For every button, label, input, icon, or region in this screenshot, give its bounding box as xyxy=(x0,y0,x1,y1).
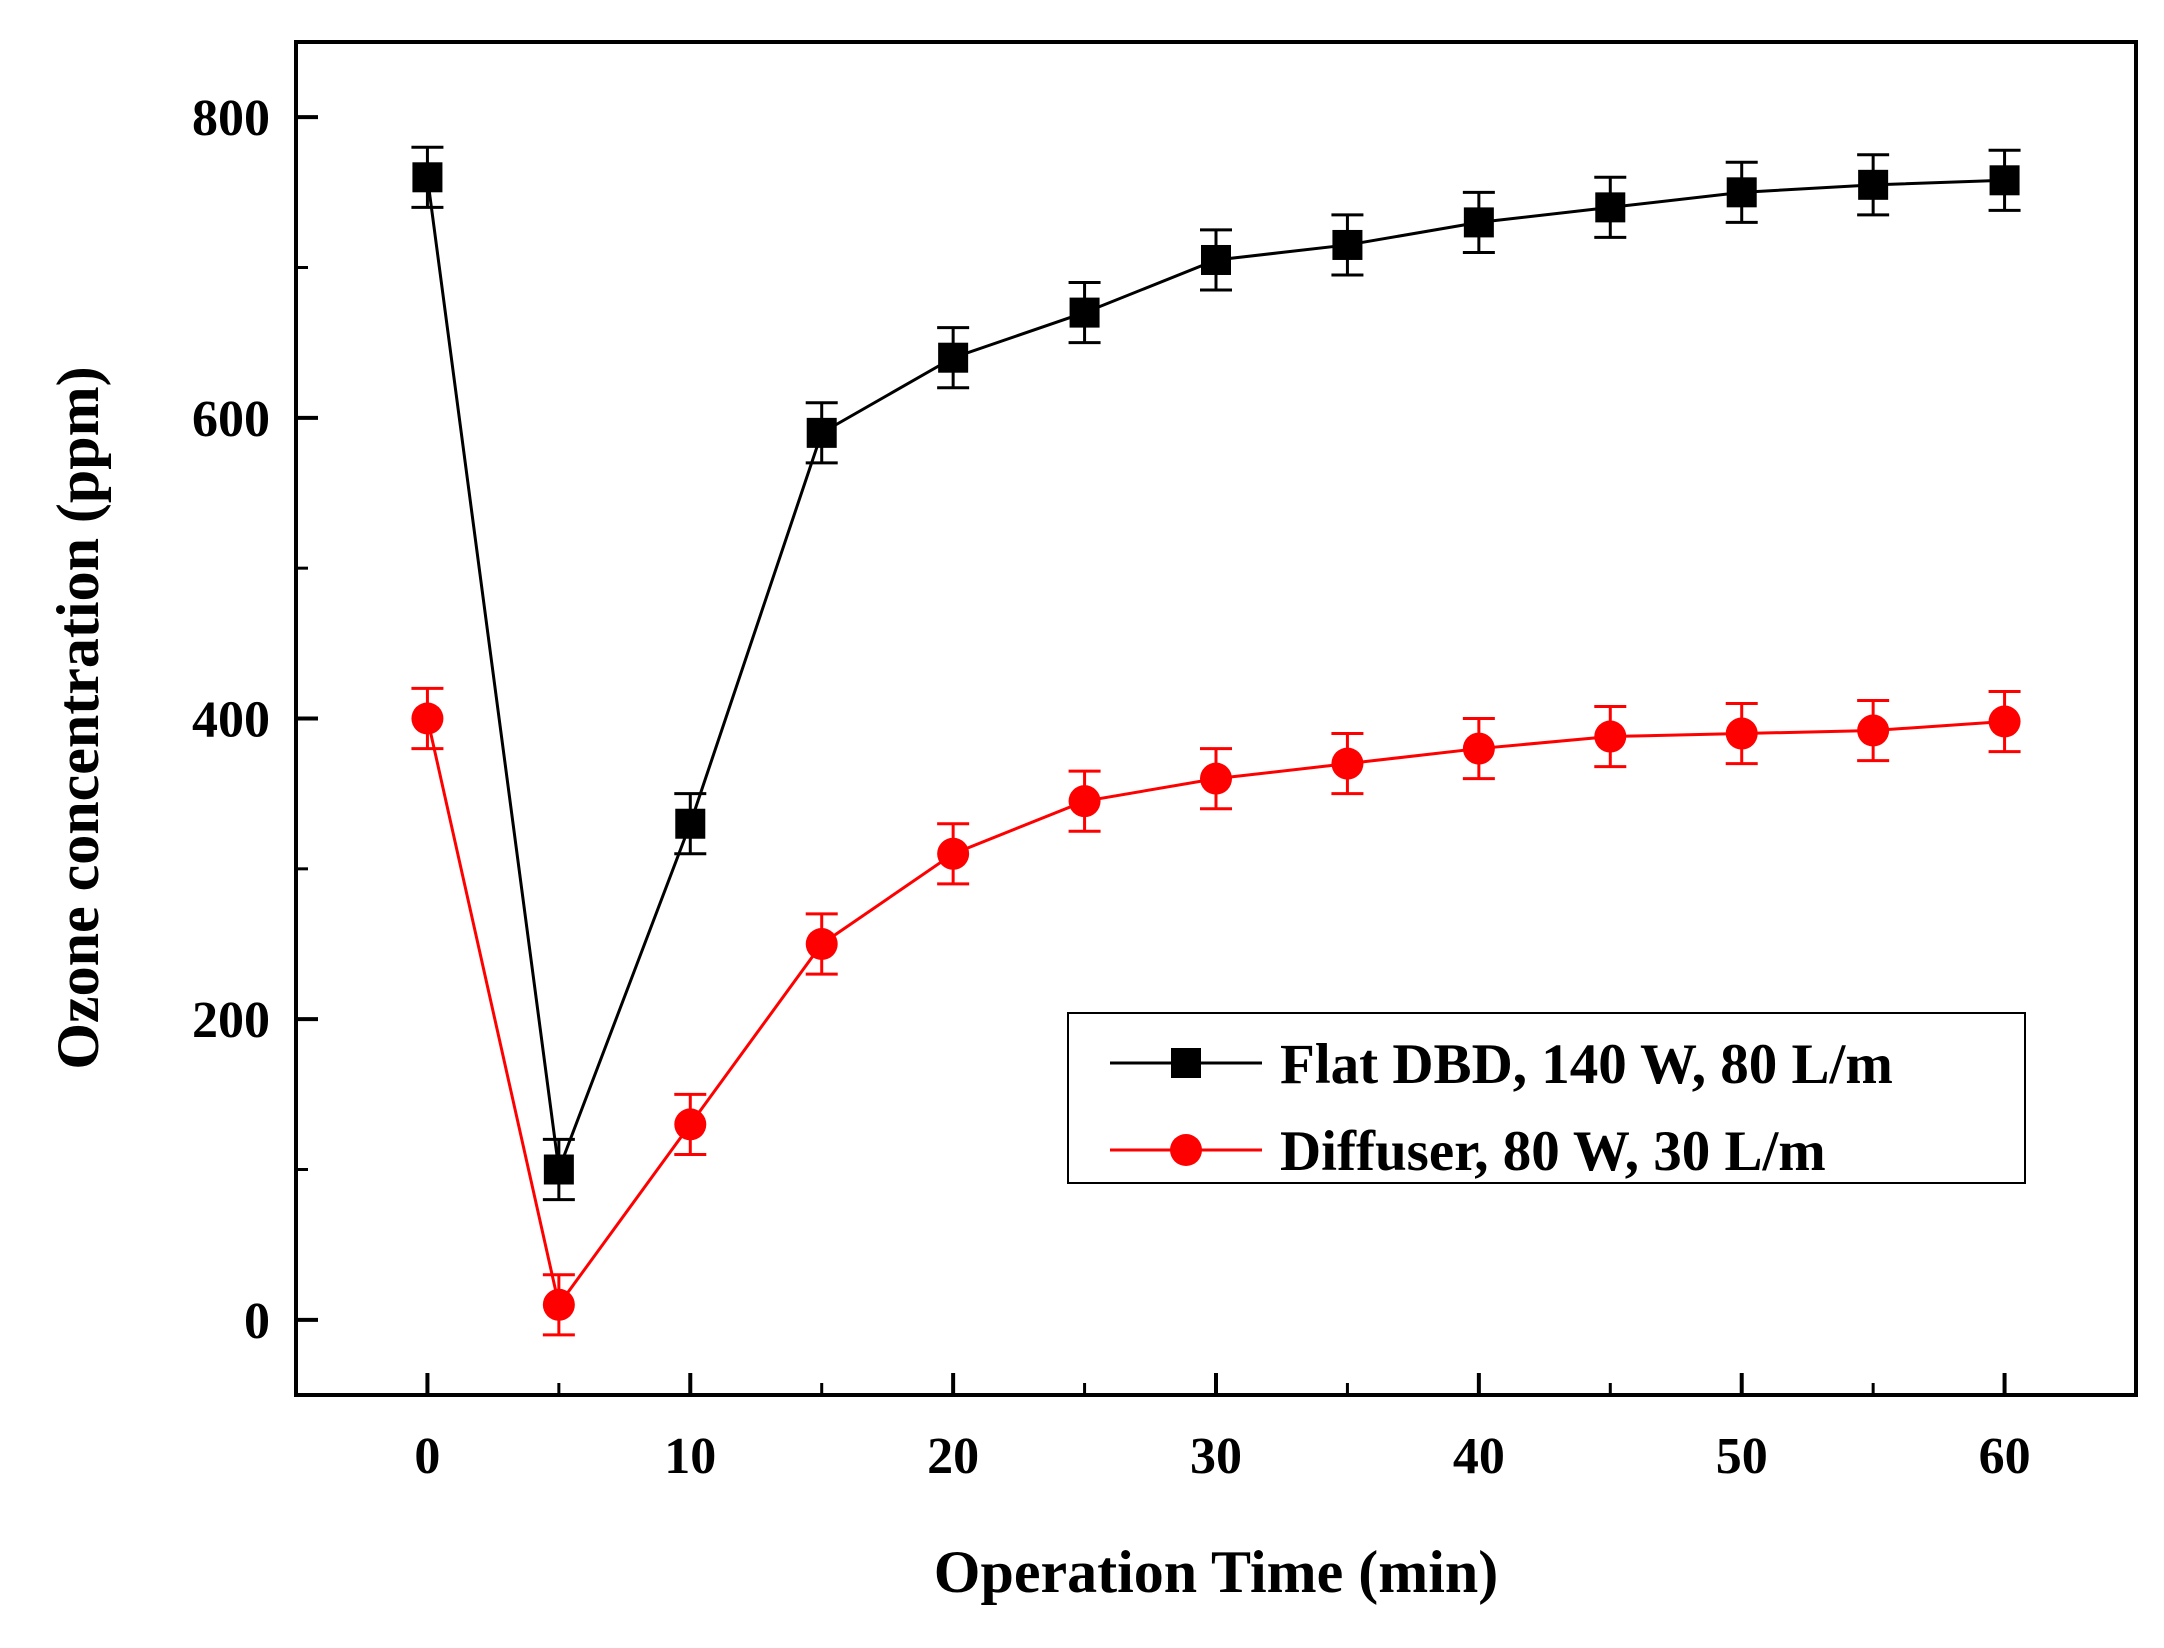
data-point-square xyxy=(1858,169,1889,200)
x-tick-label: 0 xyxy=(414,1428,440,1485)
data-point-circle xyxy=(1200,762,1232,795)
data-point-circle xyxy=(1725,717,1758,750)
series-diffuser xyxy=(411,686,2021,1337)
data-point-square xyxy=(1201,244,1231,275)
x-axis-title: Operation Time (min) xyxy=(934,1539,1498,1605)
data-point-circle xyxy=(1594,720,1627,753)
x-tick-label: 10 xyxy=(664,1428,716,1485)
legend-entry-flat-dbd: Flat DBD, 140 W, 80 L/m xyxy=(1110,1033,1893,1096)
ticks-layer: 0 200 400 600 800 0 10 20 30 40 50 60 xyxy=(192,90,2031,1485)
series-layer xyxy=(411,145,2021,1337)
legend-box xyxy=(1067,1012,2026,1184)
data-point-square xyxy=(1463,207,1494,238)
x-tick-label: 50 xyxy=(1716,1428,1768,1485)
data-point-circle xyxy=(937,837,970,870)
x-tick-label: 30 xyxy=(1190,1428,1242,1485)
y-tick-label: 200 xyxy=(192,992,270,1049)
x-tick-label: 60 xyxy=(1979,1428,2031,1485)
y-axis-title: Ozone concentration (ppm) xyxy=(45,366,111,1069)
y-tick-label: 600 xyxy=(192,391,270,448)
data-point-circle xyxy=(674,1108,707,1141)
x-tick-label: 20 xyxy=(927,1428,979,1485)
data-point-circle xyxy=(805,928,838,960)
legend-label-diffuser: Diffuser, 80 W, 30 L/m xyxy=(1280,1120,1826,1183)
data-point-circle xyxy=(542,1288,575,1321)
data-point-square xyxy=(1595,192,1626,223)
series-flat-dbd xyxy=(411,145,2021,1202)
y-tick-label: 400 xyxy=(192,692,270,749)
legend-marker-circle xyxy=(1170,1134,1202,1166)
y-tick-label: 800 xyxy=(192,90,270,147)
data-point-square xyxy=(1332,229,1363,260)
x-tick-label: 40 xyxy=(1453,1428,1505,1485)
legend-label-flat-dbd: Flat DBD, 140 W, 80 L/m xyxy=(1280,1033,1893,1096)
data-point-circle xyxy=(1068,785,1101,818)
data-point-circle xyxy=(1462,732,1495,765)
data-point-circle xyxy=(411,702,444,735)
data-point-square xyxy=(1726,177,1757,208)
data-point-square xyxy=(1069,297,1100,328)
data-point-square xyxy=(806,417,837,448)
data-point-circle xyxy=(1857,714,1890,747)
y-tick-label: 0 xyxy=(244,1293,270,1350)
data-point-square xyxy=(675,808,706,839)
legend-entry-diffuser: Diffuser, 80 W, 30 L/m xyxy=(1110,1120,1826,1183)
data-point-square xyxy=(543,1154,574,1185)
data-point-circle xyxy=(1331,747,1364,780)
legend: Flat DBD, 140 W, 80 L/m Diffuser, 80 W, … xyxy=(1067,1012,2026,1184)
legend-marker-square xyxy=(1171,1048,1201,1078)
data-point-circle xyxy=(1988,705,2021,738)
data-point-square xyxy=(938,342,969,373)
data-point-square xyxy=(412,162,443,193)
data-point-square xyxy=(1989,165,2020,196)
